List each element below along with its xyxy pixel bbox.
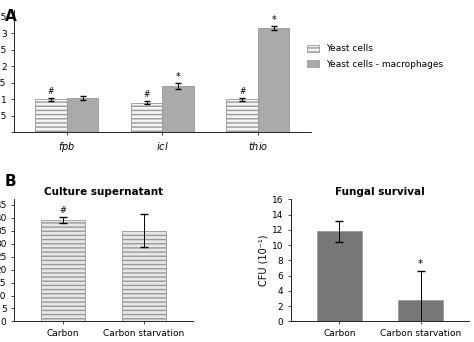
Bar [131, 103, 163, 132]
Text: #: # [144, 90, 150, 99]
Bar [317, 232, 362, 321]
Legend: Yeast cells, Yeast cells - macrophages: Yeast cells, Yeast cells - macrophages [307, 44, 443, 69]
Title: Fungal survival: Fungal survival [335, 187, 425, 197]
Text: *: * [271, 15, 276, 25]
Bar [122, 231, 166, 321]
Text: A: A [5, 9, 17, 24]
Text: #: # [59, 206, 66, 215]
Title: Culture supernatant: Culture supernatant [44, 187, 163, 197]
Text: B: B [5, 174, 17, 189]
Text: *: * [176, 71, 181, 81]
Bar [35, 99, 67, 132]
Bar [398, 300, 443, 321]
Text: *: * [418, 259, 423, 269]
Bar [227, 99, 258, 132]
Y-axis label: CFU (10⁻¹): CFU (10⁻¹) [259, 235, 269, 286]
Text: #: # [48, 87, 54, 96]
Text: #: # [239, 87, 246, 96]
Bar [41, 220, 85, 321]
Bar [258, 28, 290, 132]
Bar [163, 86, 194, 132]
Bar [67, 98, 98, 132]
